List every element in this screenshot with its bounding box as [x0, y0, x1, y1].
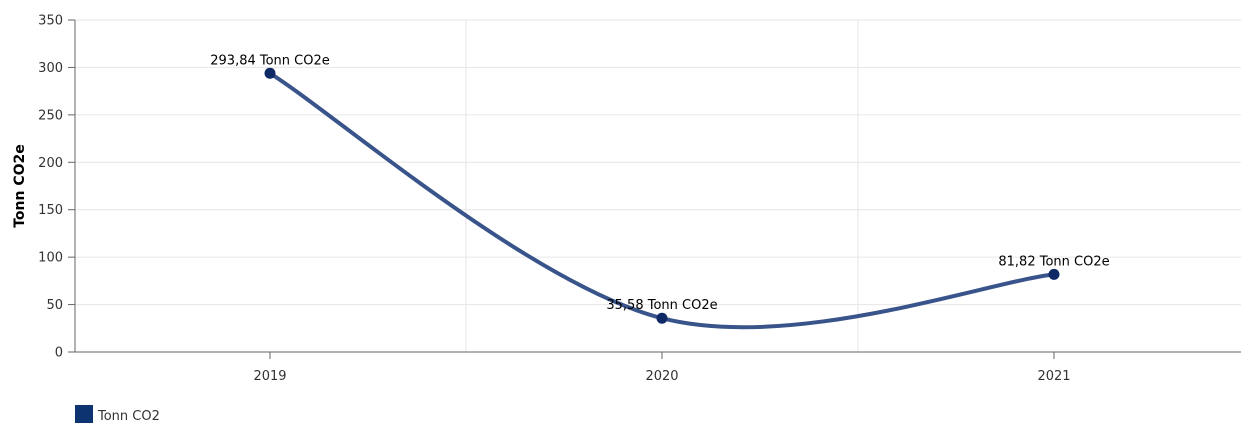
series-line: [268, 71, 1056, 330]
y-tick-label: 0: [55, 346, 63, 361]
data-label: 293,84 Tonn CO2e: [210, 53, 330, 68]
data-point: [1048, 268, 1060, 280]
y-tick-label: 350: [38, 14, 63, 29]
grid: [75, 19, 1241, 352]
y-tick-label: 150: [38, 203, 63, 218]
x-tick-label: 2020: [645, 369, 678, 384]
legend[interactable]: Tonn CO2: [75, 405, 160, 423]
axes: [68, 19, 1241, 359]
y-tick-label: 50: [46, 298, 63, 313]
data-label: 81,82 Tonn CO2e: [998, 254, 1109, 269]
y-tick-label: 200: [38, 156, 63, 171]
legend-swatch: [75, 405, 93, 423]
x-tick-labels: 2019 2020 2021: [253, 369, 1070, 384]
y-axis-label: Tonn CO2e: [12, 144, 28, 228]
legend-label: Tonn CO2: [97, 409, 160, 423]
x-tick-label: 2019: [253, 369, 286, 384]
y-tick-label: 250: [38, 108, 63, 123]
y-tick-labels: 0 50 100 150 200 250 300 350: [38, 14, 63, 361]
y-tick-label: 100: [38, 251, 63, 266]
y-tick-label: 300: [38, 61, 63, 76]
data-point: [264, 67, 276, 79]
series: 293,84 Tonn CO2e 35,58 Tonn CO2e 81,82 Ton…: [210, 53, 1110, 330]
x-tick-label: 2021: [1037, 369, 1070, 384]
data-point: [656, 312, 668, 324]
data-label: 35,58 Tonn CO2e: [606, 298, 717, 313]
